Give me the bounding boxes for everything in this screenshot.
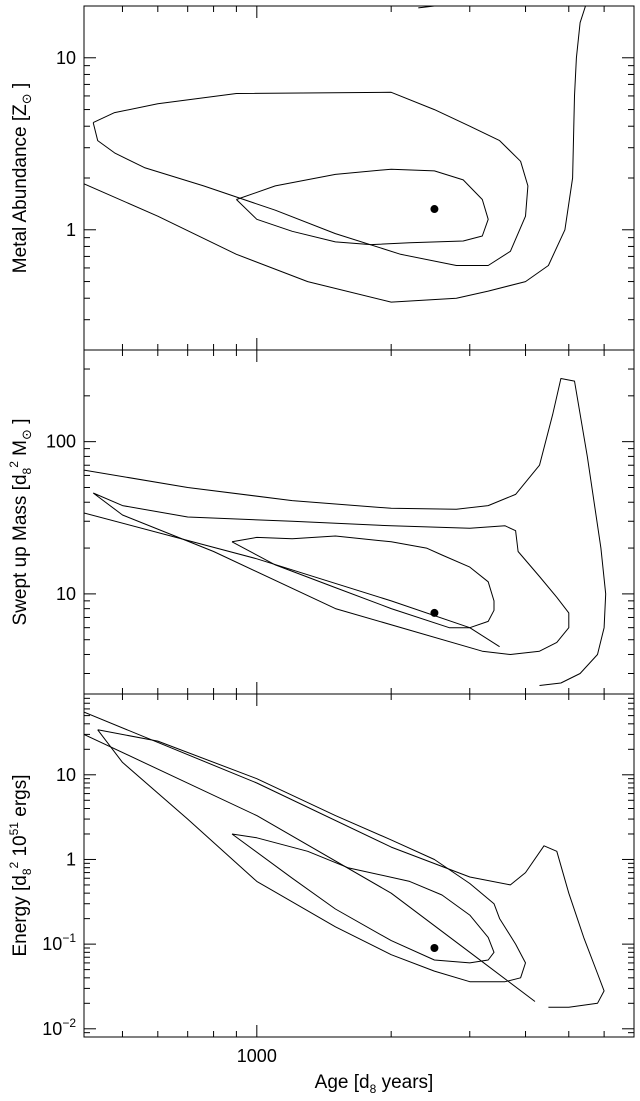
best-fit-point bbox=[430, 944, 439, 953]
confidence-contour bbox=[84, 733, 536, 1002]
panel-swept-mass: 10 100 Swept up Mass [d82 M⊙ ] bbox=[7, 349, 635, 695]
x-axis-labels: 1000 Age [d8 years] bbox=[237, 1046, 434, 1096]
y-tick-label: 100 bbox=[46, 432, 76, 452]
confidence-contour bbox=[92, 91, 529, 266]
y-tick-label: 1 bbox=[66, 849, 76, 869]
confidence-contour bbox=[97, 729, 526, 983]
panel-frame bbox=[83, 5, 635, 351]
confidence-contour bbox=[84, 711, 605, 1008]
confidence-contour bbox=[84, 6, 586, 303]
y-tick-label: 10 bbox=[56, 765, 76, 785]
confidence-contour bbox=[231, 535, 495, 629]
confidence-contour bbox=[84, 378, 607, 686]
y-axis-label: Energy [d82 1051 ergs] bbox=[7, 774, 34, 956]
best-fit-point bbox=[430, 608, 439, 617]
y-tick-label: 10−2 bbox=[42, 1016, 76, 1039]
confidence-contour bbox=[236, 168, 489, 246]
confidence-contour bbox=[92, 492, 570, 655]
best-fit-point bbox=[430, 205, 439, 214]
confidence-contour bbox=[418, 6, 435, 9]
panel-energy: 10−2 10−1 1 10 Energy [d82 1051 ergs] bbox=[7, 693, 635, 1039]
confidence-contour bbox=[84, 512, 500, 648]
y-tick-label: 10 bbox=[56, 48, 76, 68]
confidence-contour bbox=[231, 833, 495, 964]
x-tick-label: 1000 bbox=[237, 1046, 277, 1066]
y-tick-label: 10 bbox=[56, 584, 76, 604]
panel-metal-abundance: 1 10 Metal Abundance [Z⊙ ] bbox=[10, 5, 635, 351]
panel-frame bbox=[83, 349, 635, 695]
y-tick-label: 1 bbox=[66, 220, 76, 240]
y-axis-label: Swept up Mass [d82 M⊙ ] bbox=[7, 419, 34, 626]
panel-frame bbox=[83, 693, 635, 1038]
y-tick-label: 10−1 bbox=[42, 931, 76, 954]
x-axis-label: Age [d8 years] bbox=[315, 1072, 434, 1096]
y-axis-label: Metal Abundance [Z⊙ ] bbox=[10, 83, 34, 273]
